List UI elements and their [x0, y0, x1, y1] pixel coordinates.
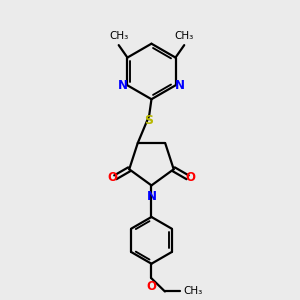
Text: CH₃: CH₃	[183, 286, 202, 296]
Text: N: N	[118, 79, 128, 92]
Text: N: N	[146, 190, 157, 203]
Text: CH₃: CH₃	[109, 31, 128, 41]
Text: O: O	[146, 280, 157, 293]
Text: CH₃: CH₃	[175, 31, 194, 41]
Text: O: O	[108, 171, 118, 184]
Text: N: N	[175, 79, 184, 92]
Text: O: O	[185, 171, 195, 184]
Text: S: S	[145, 114, 154, 127]
